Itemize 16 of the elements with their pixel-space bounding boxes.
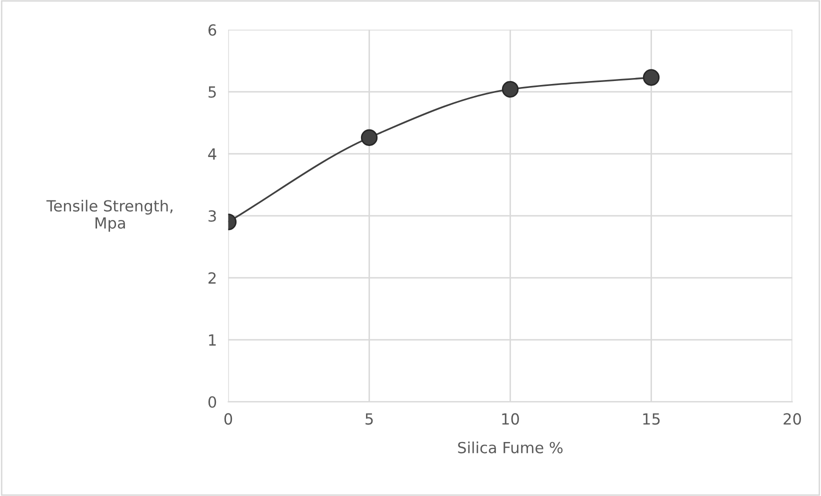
x-tick-label: 20	[784, 413, 801, 425]
x-tick-label: 15	[643, 413, 660, 425]
x-tick-label: 5	[366, 413, 373, 425]
y-axis-title: Tensile Strength, Mpa	[46, 200, 172, 232]
x-tick-label: 0	[224, 413, 232, 425]
y-tick-label: 1	[209, 334, 216, 346]
x-axis-title: Silica Fume %	[458, 442, 563, 454]
y-tick-label: 4	[208, 148, 216, 160]
x-tick-label: 10	[502, 413, 519, 425]
y-tick-label: 3	[208, 210, 216, 222]
y-tick-label: 5	[208, 86, 216, 98]
point	[502, 80, 519, 98]
y-tick-label: 2	[208, 272, 216, 284]
point	[642, 69, 660, 86]
y-tick-label: 6	[208, 24, 216, 36]
y-tick-label: 0	[208, 396, 216, 408]
